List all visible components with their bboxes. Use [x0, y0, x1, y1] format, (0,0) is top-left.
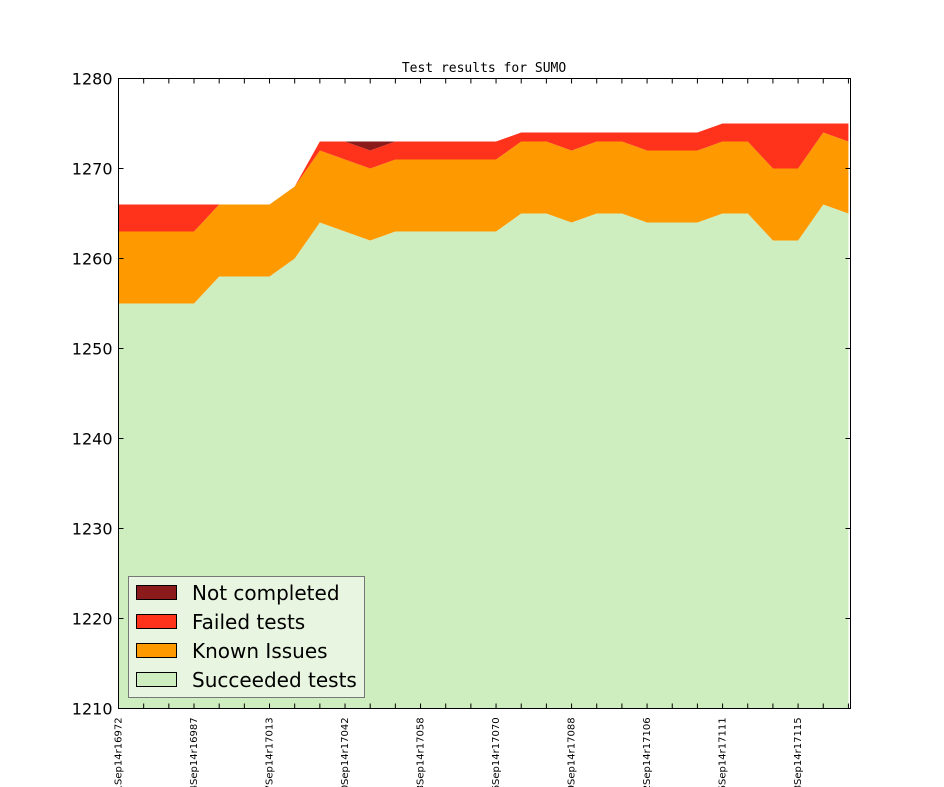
plot-frame — [118, 78, 851, 709]
y-tick-label: 1240 — [72, 430, 113, 449]
y-tick-label: 1270 — [72, 160, 113, 179]
x-tick-label: 0Sep14r17042 — [340, 717, 351, 787]
y-tick-label: 1250 — [72, 340, 113, 359]
area-failed-tests — [118, 123, 849, 232]
legend-swatch — [136, 614, 177, 629]
area-known-issues — [118, 132, 849, 304]
chart-title: Test results for SUMO — [402, 61, 567, 76]
legend-label: Not completed — [192, 581, 340, 605]
y-axis: 1210 1220 1230 1240 1250 1260 1270 1280 — [72, 70, 851, 719]
x-tick-label: 5Sep14r17111 — [718, 717, 729, 787]
legend-swatch — [136, 672, 177, 687]
x-tick-label: 7Sep14r17013 — [265, 717, 276, 787]
x-axis: 1Sep14r16972 4Sep14r16987 7Sep14r17013 0Sep… — [114, 78, 849, 787]
y-tick-label: 1220 — [72, 610, 113, 629]
y-tick-label: 1210 — [72, 700, 113, 719]
legend-label: Failed tests — [192, 610, 305, 634]
legend-label: Succeeded tests — [192, 668, 357, 692]
x-tick-label: 2Sep14r17106 — [642, 717, 653, 787]
y-tick-label: 1260 — [72, 250, 113, 269]
x-tick-label: 8Sep14r17115 — [793, 717, 804, 787]
x-tick-label: 3Sep14r17058 — [416, 717, 427, 787]
legend-swatch — [136, 643, 177, 658]
legend: Not completed Failed tests Known Issues Suc… — [128, 576, 365, 698]
x-tick-label: 4Sep14r16987 — [189, 717, 200, 787]
y-tick-label: 1230 — [72, 520, 113, 539]
x-tick-label: 9Sep14r17088 — [567, 717, 578, 787]
x-tick-label: 6Sep14r17070 — [491, 717, 502, 787]
legend-swatch — [136, 585, 177, 600]
legend-label: Known Issues — [192, 639, 328, 663]
y-tick-label: 1280 — [72, 70, 113, 89]
x-tick-label: 1Sep14r16972 — [114, 717, 125, 787]
